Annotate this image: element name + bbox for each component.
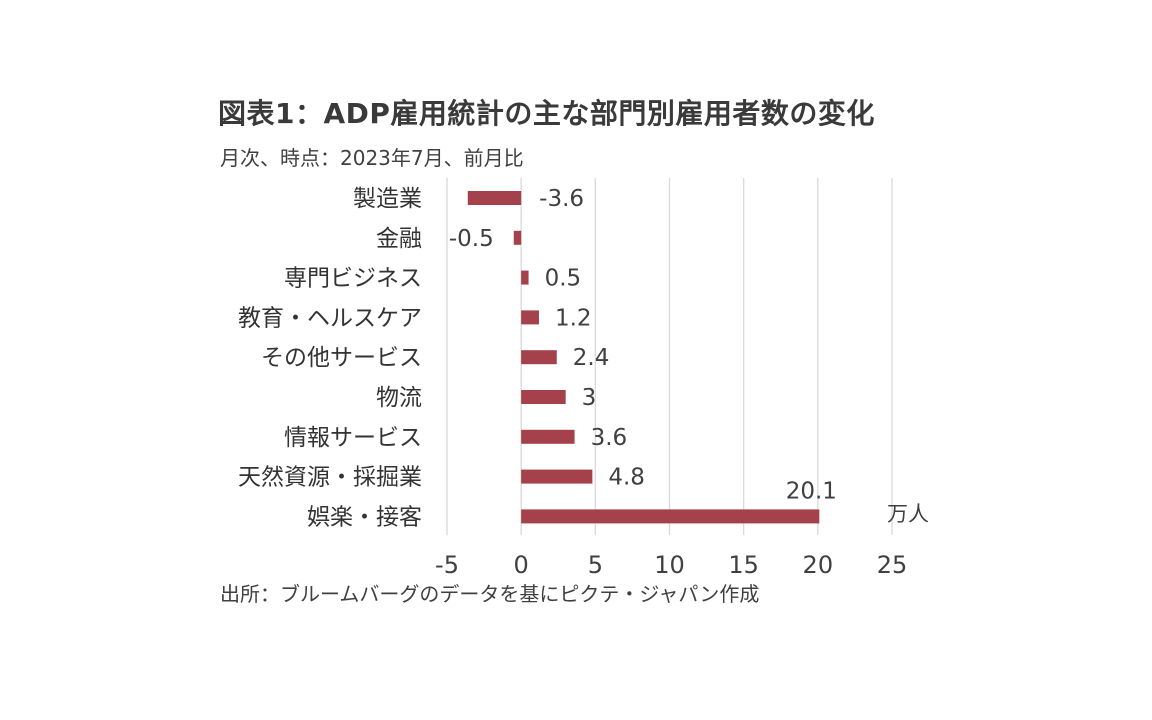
unit-label: 万人 — [887, 502, 929, 526]
bar — [521, 509, 820, 524]
data-label: 2.4 — [573, 345, 610, 371]
category-label: その他サービス — [261, 345, 422, 371]
category-label: 物流 — [376, 385, 422, 411]
data-label: 4.8 — [608, 465, 645, 491]
data-label: 3 — [582, 385, 597, 411]
x-tick-label: 15 — [728, 551, 759, 579]
x-axis-tick-labels: -5 0 5 10 15 20 25 — [435, 551, 907, 579]
bar — [467, 191, 522, 205]
data-label: 0.5 — [545, 266, 582, 292]
chart-subtitle: 月次、時点：2023年7月、前月比 — [220, 146, 524, 170]
x-tick-label: -5 — [435, 551, 459, 579]
x-tick-label: 20 — [803, 551, 834, 579]
bar — [521, 310, 539, 325]
category-label: 金融 — [376, 226, 422, 252]
bars — [467, 191, 820, 524]
data-labels: -3.6 -0.5 0.5 1.2 2.4 3 3.6 4.8 20.1 — [449, 186, 837, 504]
bar — [521, 390, 566, 404]
gridlines — [446, 178, 893, 535]
x-tick-label: 25 — [877, 551, 908, 579]
data-label: -0.5 — [449, 226, 494, 252]
category-label: 製造業 — [353, 186, 422, 212]
data-label: 20.1 — [786, 478, 837, 504]
bar — [513, 230, 522, 245]
bar — [521, 429, 575, 444]
bar — [521, 469, 593, 484]
category-label: 情報サービス — [284, 425, 422, 451]
bar — [521, 270, 529, 285]
chart-title: 図表1：ADP雇用統計の主な部門別雇用者数の変化 — [218, 97, 875, 130]
bar — [521, 350, 557, 365]
category-label: 教育・ヘルスケア — [238, 305, 422, 331]
source-note: 出所：ブルームバーグのデータを基にピクテ・ジャパン作成 — [220, 582, 760, 606]
x-tick-label: 5 — [588, 551, 603, 579]
category-labels: 製造業金融専門ビジネス教育・ヘルスケアその他サービス物流情報サービス天然資源・採… — [238, 186, 422, 530]
category-label: 専門ビジネス — [284, 266, 422, 292]
data-label: 1.2 — [555, 305, 592, 331]
x-tick-label: 10 — [654, 551, 685, 579]
data-label: -3.6 — [539, 186, 584, 212]
data-label: 3.6 — [591, 425, 628, 451]
category-label: 天然資源・採掘業 — [238, 465, 422, 491]
x-tick-label: 0 — [514, 551, 529, 579]
category-label: 娯楽・接客 — [307, 504, 422, 530]
